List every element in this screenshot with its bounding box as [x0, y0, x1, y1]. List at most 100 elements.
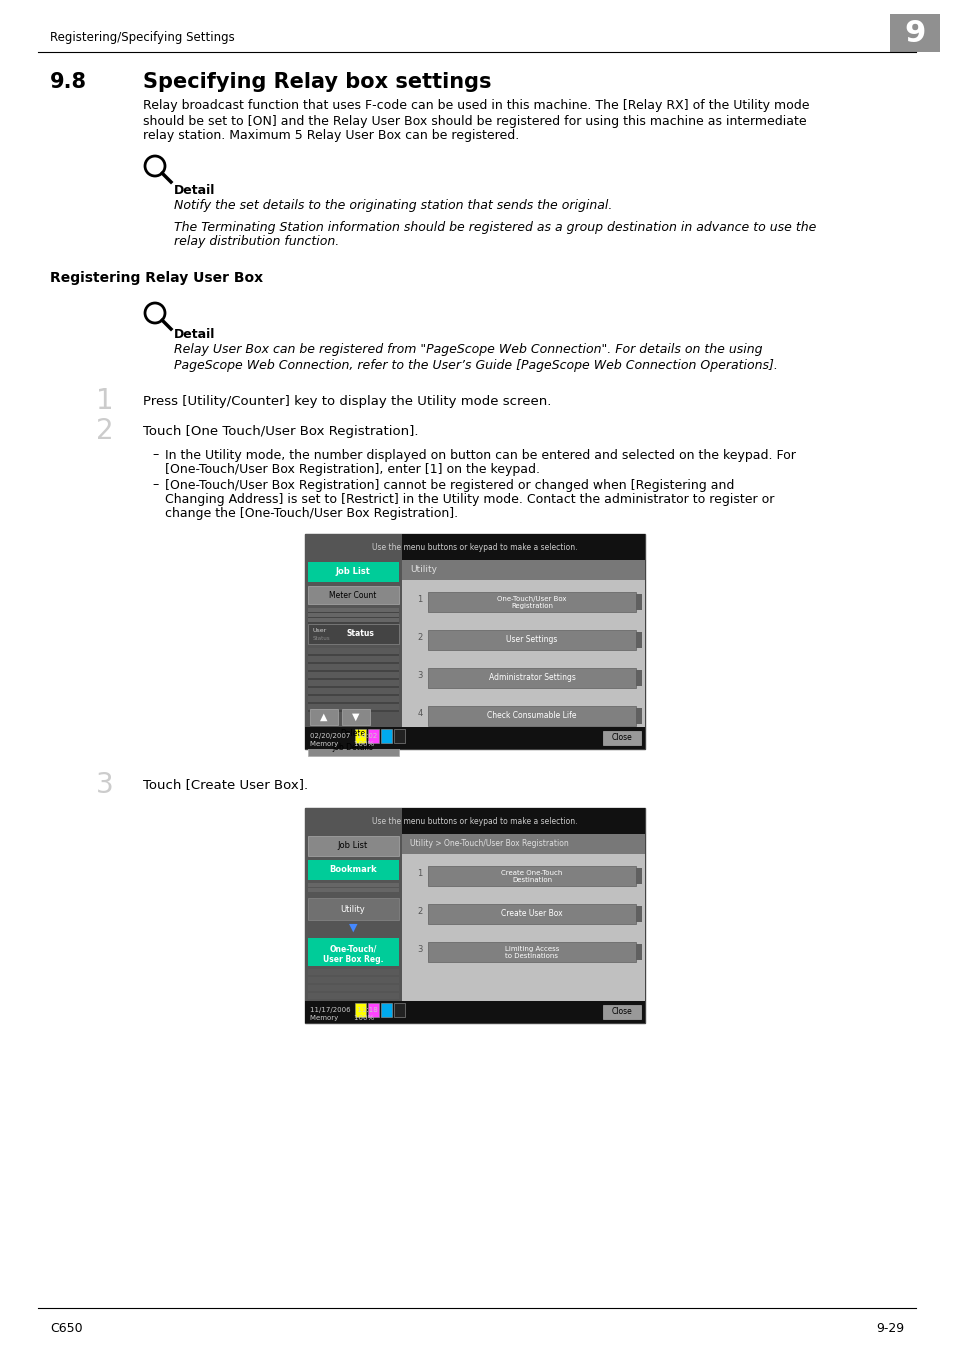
Text: –: – — [152, 478, 158, 491]
FancyBboxPatch shape — [305, 535, 401, 749]
Text: Use the menu buttons or keypad to make a selection.: Use the menu buttons or keypad to make a… — [372, 543, 578, 552]
FancyBboxPatch shape — [308, 622, 398, 626]
Text: 11/17/2006   11:18: 11/17/2006 11:18 — [310, 1007, 377, 1012]
FancyBboxPatch shape — [636, 868, 641, 884]
FancyBboxPatch shape — [401, 855, 644, 1000]
FancyBboxPatch shape — [308, 710, 398, 711]
Text: Use the menu buttons or keypad to make a selection.: Use the menu buttons or keypad to make a… — [372, 817, 578, 825]
Text: Destination: Destination — [512, 878, 552, 883]
Text: Check Consumable Life: Check Consumable Life — [487, 711, 577, 721]
Text: relay distribution function.: relay distribution function. — [173, 235, 339, 248]
FancyBboxPatch shape — [305, 535, 644, 560]
Text: ▼: ▼ — [349, 923, 356, 933]
FancyBboxPatch shape — [308, 938, 398, 967]
Text: 3: 3 — [96, 771, 113, 799]
Text: relay station. Maximum 5 Relay User Box can be registered.: relay station. Maximum 5 Relay User Box … — [143, 130, 518, 143]
FancyBboxPatch shape — [308, 686, 398, 688]
FancyBboxPatch shape — [636, 944, 641, 960]
Text: Registering/Specifying Settings: Registering/Specifying Settings — [50, 31, 234, 45]
FancyBboxPatch shape — [308, 883, 398, 887]
Text: 2: 2 — [416, 633, 422, 643]
Text: Detail: Detail — [173, 184, 215, 197]
FancyBboxPatch shape — [308, 697, 398, 702]
Text: C650: C650 — [50, 1322, 83, 1335]
FancyBboxPatch shape — [308, 586, 398, 603]
Text: 1: 1 — [96, 387, 113, 414]
Text: User Settings: User Settings — [506, 636, 558, 644]
FancyBboxPatch shape — [394, 729, 405, 742]
Text: Registering Relay User Box: Registering Relay User Box — [50, 271, 263, 285]
Text: Relay broadcast function that uses F-code can be used in this machine. The [Rela: Relay broadcast function that uses F-cod… — [143, 100, 809, 112]
Text: Status: Status — [346, 629, 374, 639]
Text: Close: Close — [611, 1007, 632, 1017]
Text: 2: 2 — [416, 907, 422, 917]
FancyBboxPatch shape — [305, 535, 644, 749]
FancyBboxPatch shape — [308, 969, 398, 975]
Text: Create User Box: Create User Box — [500, 910, 562, 918]
Text: 1: 1 — [416, 869, 422, 879]
Text: 3: 3 — [416, 671, 422, 680]
Text: Status: Status — [313, 636, 331, 640]
FancyBboxPatch shape — [308, 662, 398, 664]
Text: In the Utility mode, the number displayed on button can be entered and selected : In the Utility mode, the number displaye… — [165, 448, 795, 462]
Text: [One-Touch/User Box Registration], enter [1] on the keypad.: [One-Touch/User Box Registration], enter… — [165, 463, 539, 475]
FancyBboxPatch shape — [428, 904, 636, 923]
FancyBboxPatch shape — [310, 709, 337, 725]
FancyBboxPatch shape — [308, 562, 398, 582]
FancyBboxPatch shape — [308, 728, 398, 741]
FancyBboxPatch shape — [308, 678, 398, 680]
FancyBboxPatch shape — [308, 743, 398, 756]
FancyBboxPatch shape — [308, 977, 398, 983]
FancyBboxPatch shape — [401, 560, 644, 749]
Text: One-Touch/User Box: One-Touch/User Box — [497, 595, 566, 602]
Text: 3: 3 — [416, 945, 422, 954]
FancyBboxPatch shape — [380, 729, 392, 742]
FancyBboxPatch shape — [305, 1000, 644, 1023]
Text: Relay User Box can be registered from "PageScope Web Connection". For details on: Relay User Box can be registered from "P… — [173, 343, 761, 356]
FancyBboxPatch shape — [308, 624, 398, 644]
FancyBboxPatch shape — [308, 656, 398, 662]
Text: Touch [Create User Box].: Touch [Create User Box]. — [143, 779, 308, 791]
FancyBboxPatch shape — [401, 560, 644, 580]
FancyBboxPatch shape — [308, 653, 398, 656]
FancyBboxPatch shape — [380, 1003, 392, 1017]
Text: Notify the set details to the originating station that sends the original.: Notify the set details to the originatin… — [173, 198, 612, 212]
FancyBboxPatch shape — [305, 728, 644, 749]
FancyBboxPatch shape — [636, 707, 641, 724]
FancyBboxPatch shape — [401, 834, 644, 855]
Text: Bookmark: Bookmark — [329, 865, 376, 875]
FancyBboxPatch shape — [401, 834, 644, 1023]
FancyBboxPatch shape — [428, 593, 636, 612]
FancyBboxPatch shape — [308, 860, 398, 880]
FancyBboxPatch shape — [428, 630, 636, 649]
FancyBboxPatch shape — [308, 694, 398, 697]
FancyBboxPatch shape — [308, 613, 398, 617]
FancyBboxPatch shape — [308, 836, 398, 856]
FancyBboxPatch shape — [308, 670, 398, 672]
Text: One-Touch/: One-Touch/ — [329, 945, 376, 953]
FancyBboxPatch shape — [308, 618, 398, 622]
Text: Job Details: Job Details — [333, 744, 374, 752]
Text: Touch [One Touch/User Box Registration].: Touch [One Touch/User Box Registration]. — [143, 424, 418, 437]
Text: Create One-Touch: Create One-Touch — [500, 869, 562, 876]
FancyBboxPatch shape — [308, 672, 398, 678]
Text: 4: 4 — [416, 710, 422, 718]
FancyBboxPatch shape — [308, 664, 398, 670]
Text: The Terminating Station information should be registered as a group destination : The Terminating Station information shou… — [173, 221, 816, 235]
Text: Memory       100%: Memory 100% — [310, 1015, 374, 1021]
FancyBboxPatch shape — [355, 1003, 366, 1017]
Text: Utility: Utility — [340, 904, 365, 914]
Text: 9.8: 9.8 — [50, 72, 87, 92]
Text: 9: 9 — [903, 19, 924, 47]
Text: Meter Count: Meter Count — [329, 590, 376, 599]
Text: Memory       100%: Memory 100% — [310, 741, 374, 747]
FancyBboxPatch shape — [305, 809, 401, 1023]
FancyBboxPatch shape — [602, 730, 640, 745]
FancyBboxPatch shape — [636, 594, 641, 610]
Text: Close: Close — [611, 733, 632, 743]
FancyBboxPatch shape — [636, 670, 641, 686]
Text: Limiting Access: Limiting Access — [504, 946, 558, 952]
FancyBboxPatch shape — [401, 580, 644, 728]
Text: Registration: Registration — [511, 603, 553, 609]
FancyBboxPatch shape — [308, 986, 398, 991]
